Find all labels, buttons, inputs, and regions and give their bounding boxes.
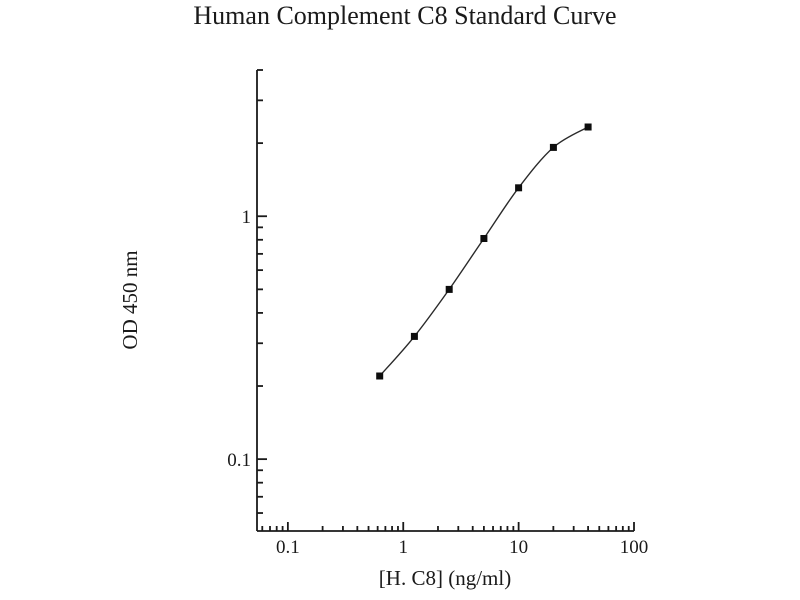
x-axis-tick-label: 1 — [399, 537, 409, 558]
data-point-marker — [410, 332, 418, 340]
x-axis-tick-label: 0.1 — [276, 537, 300, 558]
data-point-marker — [480, 235, 488, 242]
y-axis-tick-label: 0.1 — [227, 450, 251, 471]
x-axis-label: [H. C8] (ng/ml) — [379, 566, 511, 590]
data-point-marker — [584, 123, 592, 131]
x-axis-tick-label: 10 — [509, 537, 528, 558]
x-axis-tick-label: 100 — [620, 537, 649, 558]
data-point-marker — [549, 143, 557, 151]
data-point-marker — [376, 372, 384, 380]
chart-title: Human Complement C8 Standard Curve — [193, 1, 616, 30]
y-axis-label: OD 450 nm — [118, 250, 142, 349]
data-point-marker — [515, 184, 523, 192]
data-point-marker — [445, 285, 453, 293]
series-layer — [376, 123, 592, 380]
y-axis-tick-label: 1 — [242, 207, 252, 228]
axes-layer: 0.1 1 10 100 0.1 1 — [227, 69, 649, 558]
